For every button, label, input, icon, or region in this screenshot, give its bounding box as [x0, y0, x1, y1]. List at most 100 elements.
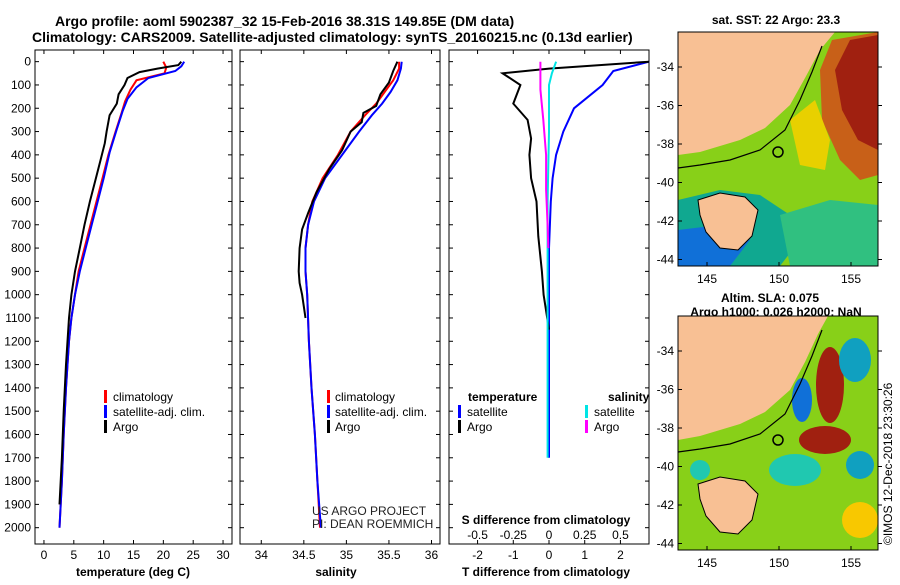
depth-axis: 0 100 200 300 400 500 600 700 800 900 1000 1100 1200… [4, 55, 649, 535]
series-line-temperature-satellite [548, 60, 650, 458]
salinity-legend: climatology satellite-adj. clim. Argo [327, 390, 427, 434]
x-tick-label: 35 [340, 548, 354, 562]
legend-swatch-satellite [327, 405, 330, 418]
depth-tick-label: 1600 [4, 427, 31, 441]
depth-tick-label: 900 [11, 264, 31, 278]
temperature-panel: 0100200300400500600700800900100011001200… [4, 49, 649, 579]
lat-tick-label: -36 [657, 99, 675, 113]
s-diff-tick-label: 0.5 [612, 528, 629, 542]
series-line-satellite-adj-clim- [58, 61, 186, 528]
legend-satellite: satellite-adj. clim. [335, 405, 427, 419]
depth-tick-label: 1900 [4, 497, 31, 511]
s-diff-tick-label: -0.25 [500, 528, 528, 542]
series-line-temperature-argo [499, 60, 650, 330]
legend-temp-satellite: satellite [467, 405, 508, 419]
difference-legend: temperature salinity satellite Argo sate… [458, 390, 650, 434]
legend-header-temperature: temperature [468, 390, 538, 404]
x-tick-label: -1 [508, 548, 519, 562]
depth-tick-label: 700 [11, 218, 31, 232]
depth-tick-label: 1200 [4, 334, 31, 348]
lat-tick-label: -40 [657, 460, 675, 474]
timestamp-stamp: ©IMOS 12-Dec-2018 23:30:26 [881, 382, 895, 545]
series-line-salinity-argo [539, 61, 550, 249]
temperature-x-axis: 0 5 10 15 20 25 30 [41, 50, 230, 562]
project-note: US ARGO PROJECT [312, 504, 427, 518]
legend-climatology: climatology [335, 390, 395, 404]
lat-tick-label: -44 [657, 253, 675, 267]
x-tick-label: 30 [216, 548, 230, 562]
lat-tick-label: -36 [657, 383, 675, 397]
lat-tick-label: -44 [657, 537, 675, 551]
depth-tick-label: 1800 [4, 474, 31, 488]
salinity-series [297, 61, 403, 528]
legend-climatology: climatology [113, 390, 173, 404]
legend-temp-argo: Argo [467, 420, 493, 434]
lat-tick-label: -40 [657, 176, 675, 190]
lon-tick-label: 150 [769, 556, 789, 570]
depth-tick-label: 1500 [4, 404, 31, 418]
sst-map: sat. SST: 22 Argo: 23.3 -34-36-38-40-42-… [657, 13, 882, 286]
sst-map-frame [677, 31, 879, 267]
legend-swatch-argo [327, 420, 330, 433]
series-line-satellite-adj-clim- [304, 61, 403, 528]
header-line-1: Argo profile: aoml 5902387_32 15-Feb-201… [55, 13, 514, 29]
legend-swatch-sal-argo [585, 420, 588, 433]
x-tick-label: 34.5 [292, 548, 316, 562]
depth-tick-label: 0 [24, 55, 31, 69]
sst-map-title: sat. SST: 22 Argo: 23.3 [712, 13, 841, 27]
difference-axis: -2 -1 0 1 2 [472, 50, 624, 562]
legend-swatch-temp-satellite [458, 405, 461, 418]
lon-tick-label: 150 [769, 272, 789, 286]
legend-swatch-temp-argo [458, 420, 461, 433]
s-difference-ticks: -0.5 -0.25 0 0.25 0.5 [467, 528, 629, 542]
s-diff-tick-label: -0.5 [467, 528, 488, 542]
series-line-argo [58, 61, 183, 505]
lat-tick-label: -34 [657, 60, 675, 74]
salinity-axis: 34 34.5 35 35.5 36 [255, 50, 438, 562]
lat-tick-label: -38 [657, 421, 675, 435]
legend-swatch-climatology [327, 390, 330, 403]
salinity-panel-frame [239, 49, 441, 545]
lat-tick-label: -42 [657, 214, 675, 228]
x-tick-label: 0 [546, 548, 553, 562]
sla-map-image [678, 316, 878, 550]
lon-tick-label: 155 [841, 272, 861, 286]
x-tick-label: 20 [157, 548, 171, 562]
temperature-panel-frame [34, 49, 233, 545]
depth-tick-label: 1700 [4, 451, 31, 465]
lat-tick-label: -34 [657, 344, 675, 358]
legend-sal-satellite: satellite [594, 405, 635, 419]
temperature-series [58, 61, 186, 528]
depth-tick-label: 800 [11, 241, 31, 255]
lat-tick-label: -38 [657, 137, 675, 151]
depth-tick-label: 1000 [4, 288, 31, 302]
depth-tick-label: 500 [11, 171, 31, 185]
legend-swatch-sal-satellite [585, 405, 588, 418]
lon-tick-label: 145 [697, 556, 717, 570]
x-tick-label: 15 [127, 548, 141, 562]
legend-swatch-climatology [104, 390, 107, 403]
temperature-axis-label: temperature (deg C) [76, 565, 190, 579]
legend-header-salinity: salinity [608, 390, 650, 404]
x-tick-label: -2 [472, 548, 483, 562]
pi-note: PI: DEAN ROEMMICH [312, 517, 433, 531]
legend-sal-argo: Argo [594, 420, 620, 434]
depth-tick-label: 1300 [4, 358, 31, 372]
sla-map-axes: -34 -36 -38 -40 -42 -44 145 150 155 [657, 344, 882, 570]
s-diff-tick-label: 0.25 [573, 528, 597, 542]
difference-series [499, 60, 650, 458]
sst-map-axes: -34 -36 -38 -40 -42 -44 145 150 155 [657, 60, 882, 286]
series-line-climatology [304, 61, 401, 528]
lat-tick-label: -42 [657, 498, 675, 512]
x-tick-label: 25 [187, 548, 201, 562]
t-difference-axis-label: T difference from climatology [462, 565, 630, 579]
x-tick-label: 5 [70, 548, 77, 562]
lon-tick-label: 145 [697, 272, 717, 286]
salinity-panel: 34 34.5 35 35.5 36 salinity climatology sate… [239, 49, 441, 579]
depth-tick-label: 1100 [5, 311, 31, 325]
lon-tick-label: 155 [841, 556, 861, 570]
x-tick-label: 34 [255, 548, 269, 562]
legend-argo: Argo [113, 420, 139, 434]
legend-satellite: satellite-adj. clim. [113, 405, 205, 419]
depth-tick-label: 300 [11, 125, 31, 139]
